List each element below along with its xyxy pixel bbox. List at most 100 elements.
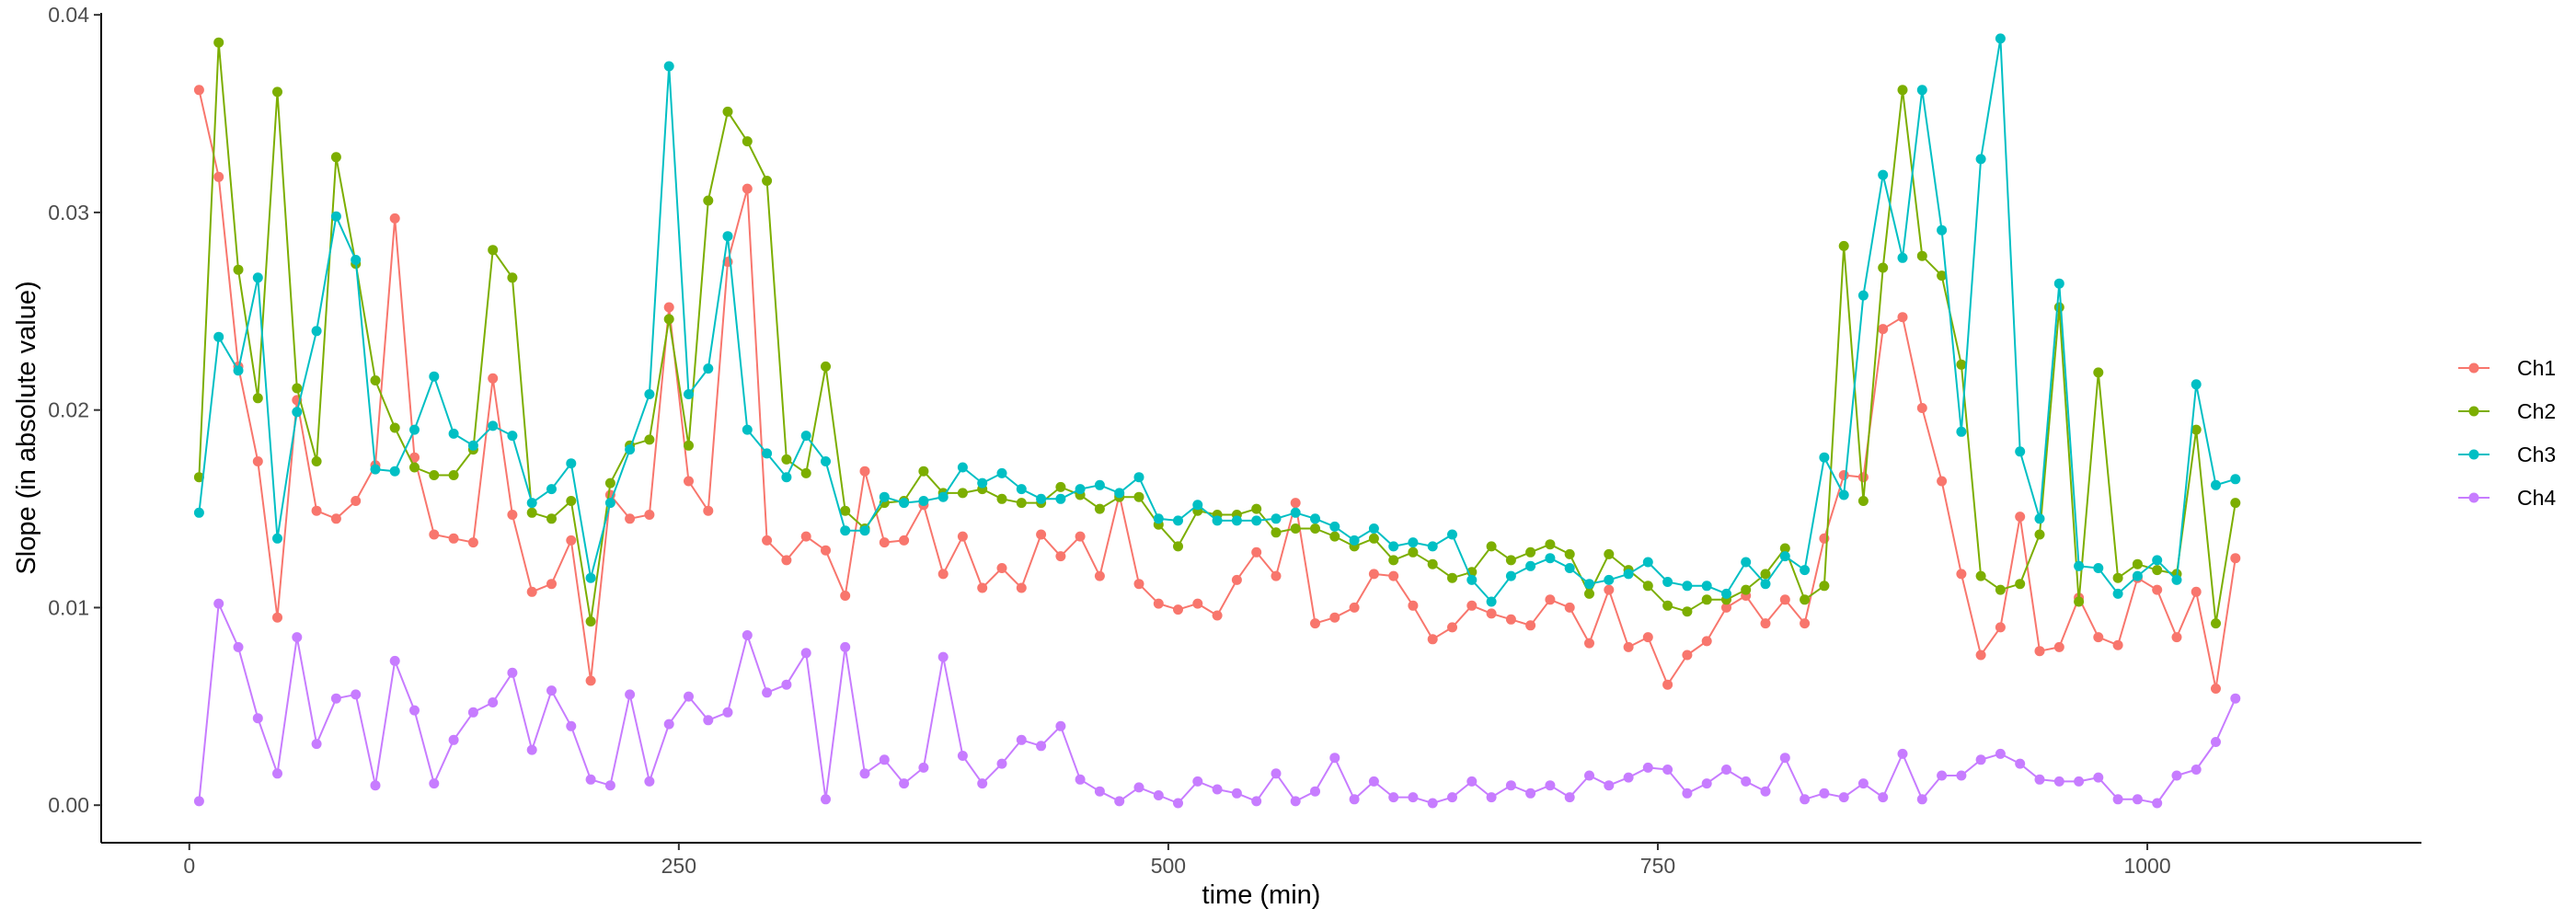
data-point	[2034, 529, 2045, 540]
data-point	[1564, 548, 1575, 559]
legend-key-point	[2468, 406, 2479, 417]
data-point	[1956, 426, 1967, 437]
data-point	[1604, 780, 1615, 791]
data-point	[252, 456, 263, 466]
data-point	[859, 525, 870, 536]
x-axis-ticks: 0 250 500 750 1000	[183, 843, 2171, 878]
data-point	[1525, 788, 1536, 799]
data-point	[1447, 572, 1457, 583]
legend-item-ch2: Ch2	[2458, 399, 2556, 423]
data-point	[1486, 541, 1497, 552]
data-point	[1642, 557, 1653, 568]
data-point	[409, 462, 420, 473]
legend-key-point	[2468, 449, 2479, 460]
data-point	[722, 106, 733, 117]
data-point	[2230, 498, 2241, 509]
y-tick-label: 0.04	[48, 3, 89, 27]
data-point	[2211, 737, 2221, 747]
data-point	[2015, 512, 2026, 523]
data-point	[703, 505, 714, 516]
data-point	[1838, 489, 1849, 500]
data-point	[370, 464, 381, 475]
x-tick-label: 250	[661, 854, 696, 878]
data-point	[1701, 594, 1712, 605]
data-point	[1838, 470, 1849, 480]
data-point	[566, 458, 577, 469]
data-point	[1133, 782, 1144, 793]
data-point	[2230, 693, 2241, 704]
data-point	[1368, 776, 1379, 787]
legend-label: Ch3	[2517, 443, 2556, 466]
data-point	[213, 171, 224, 182]
data-point	[742, 630, 753, 640]
data-point	[1779, 753, 1790, 764]
data-point	[1173, 541, 1183, 552]
data-point	[1447, 529, 1457, 540]
x-tick-label: 500	[1151, 854, 1186, 878]
data-point	[1094, 503, 1105, 514]
data-point	[1800, 618, 1811, 629]
data-point	[2191, 424, 2202, 435]
data-point	[1310, 786, 1320, 797]
data-point	[252, 272, 263, 283]
data-point	[1584, 588, 1594, 599]
data-point	[1564, 792, 1575, 803]
data-point	[311, 326, 322, 337]
data-point	[1916, 794, 1927, 805]
data-point	[1505, 780, 1516, 791]
data-point	[1114, 796, 1125, 807]
data-point	[1800, 794, 1811, 805]
data-point	[1192, 500, 1203, 511]
data-point	[330, 693, 341, 704]
data-point	[330, 513, 341, 524]
data-point	[1055, 551, 1066, 562]
data-point	[292, 383, 303, 394]
legend-key-point	[2468, 492, 2479, 503]
data-point	[1016, 484, 1027, 495]
data-point	[1857, 472, 1869, 483]
x-axis-title: time (min)	[1202, 880, 1321, 910]
y-axis-title: Slope (in absolute value)	[12, 281, 41, 574]
data-point	[1114, 488, 1125, 499]
data-point	[585, 616, 596, 627]
data-point	[644, 434, 655, 445]
data-point	[1447, 622, 1457, 633]
data-point	[409, 452, 420, 463]
data-point	[1564, 602, 1575, 613]
data-point	[684, 476, 694, 487]
data-point	[2053, 641, 2064, 652]
data-point	[1819, 788, 1830, 799]
data-point	[2171, 632, 2182, 643]
data-point	[1956, 569, 1967, 580]
data-point	[1779, 543, 1790, 554]
data-point	[781, 472, 792, 483]
data-point	[800, 431, 811, 442]
data-point	[1995, 584, 2006, 595]
data-point	[1368, 533, 1379, 544]
data-point	[585, 572, 596, 583]
data-point	[1682, 581, 1693, 592]
data-point	[507, 510, 518, 520]
data-point	[800, 531, 811, 542]
data-point	[1094, 786, 1105, 797]
data-point	[1173, 515, 1183, 526]
data-point	[566, 720, 577, 731]
data-point	[840, 591, 851, 601]
data-point	[977, 477, 988, 489]
data-point	[213, 37, 224, 48]
data-point	[193, 507, 204, 518]
data-point	[977, 582, 988, 593]
data-point	[2132, 794, 2143, 805]
y-tick-label: 0.01	[48, 595, 89, 619]
data-point	[957, 751, 968, 761]
data-point	[781, 454, 792, 465]
series-layer	[193, 33, 2241, 809]
data-point	[2112, 588, 2123, 599]
data-point	[1251, 796, 1262, 807]
data-point	[1094, 479, 1105, 490]
data-point	[1173, 604, 1183, 615]
legend-label: Ch2	[2517, 399, 2556, 423]
data-point	[821, 456, 831, 466]
data-point	[1545, 539, 1556, 550]
